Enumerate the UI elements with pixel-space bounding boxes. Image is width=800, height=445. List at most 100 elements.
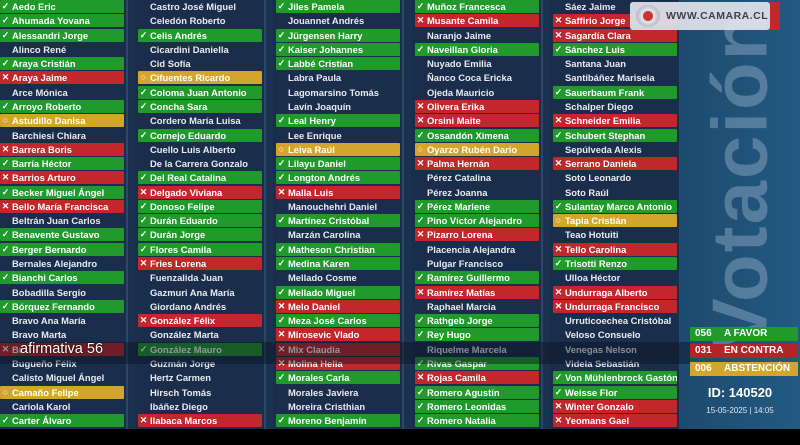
deputy-name: Concha Sara xyxy=(150,100,208,112)
deputy-name: Saffirio Jorge xyxy=(565,15,626,27)
deputy-row: ✓ Celis Andrés xyxy=(138,28,262,42)
deputy-row: Hertz Carmen xyxy=(138,371,262,384)
check-icon: ✓ xyxy=(416,315,425,326)
check-icon: ✓ xyxy=(1,415,10,426)
check-icon: ✓ xyxy=(554,86,563,97)
deputy-name: Pérez Marlene xyxy=(427,200,491,212)
deputy-row: ✓ Becker Miguel Ángel xyxy=(0,185,124,199)
deputy-row: ✓ Barría Héctor xyxy=(0,157,124,171)
deputy-name: Pulgar Francisco xyxy=(427,258,504,270)
x-icon: ✕ xyxy=(277,343,286,354)
deputy-name: Jiles Pamela xyxy=(288,1,345,12)
deputy-name: Longton Andrés xyxy=(288,172,361,184)
deputy-row: ✓ Coloma Juan Antonio xyxy=(138,85,262,99)
deputy-row: ○ Cifuentes Ricardo xyxy=(138,71,262,85)
x-icon: ✕ xyxy=(139,315,148,326)
check-icon: ✓ xyxy=(416,272,425,283)
deputy-row: ○ Leiva Raúl xyxy=(276,142,400,156)
deputy-row: ✓ Benavente Gustavo xyxy=(0,228,124,242)
deputy-name: Calisto Miguel Ángel xyxy=(12,372,105,384)
check-icon: ✓ xyxy=(139,86,148,97)
deputy-name: Durán Eduardo xyxy=(150,215,218,227)
deputy-row: ✕ Fries Lorena xyxy=(138,257,262,271)
deputy-row: Cicardini Daniella xyxy=(138,43,262,56)
deputy-name: Romero Agustín xyxy=(427,386,500,398)
deputy-row: ✓ Jürgensen Harry xyxy=(276,28,400,42)
deputy-row: Cordero María Luisa xyxy=(138,114,262,127)
deputy-row: ✓ Mellado Miguel xyxy=(276,285,400,299)
check-icon: ✓ xyxy=(139,29,148,40)
deputy-name: Flores Camila xyxy=(150,243,212,255)
deputy-row: ✓ Romero Natalia xyxy=(415,414,539,428)
x-icon: ✕ xyxy=(554,115,563,126)
deputy-name: Guzmán Jorge xyxy=(150,358,216,369)
deputy-row: ○ Camaño Felipe xyxy=(0,385,124,399)
deputy-row: Videla Sebastián xyxy=(553,357,677,370)
deputy-name: Jouannet Andrés xyxy=(288,15,365,27)
deputy-name: Carter Álvaro xyxy=(12,415,72,427)
deputy-row: ✕ Schneider Emilia xyxy=(553,114,677,128)
deputy-row: ✓ Matheson Christian xyxy=(276,242,400,256)
deputy-row: ✓ Sauerbaum Frank xyxy=(553,85,677,99)
deputy-name: Ñanco Coca Ericka xyxy=(427,72,512,84)
tally-a-favor: 056 A FAVOR xyxy=(690,327,798,341)
deputy-row: Bravo Marta xyxy=(0,328,124,341)
deputy-row: Santibáñez Marisela xyxy=(553,71,677,84)
tally-abstencion: 006 ABSTENCIÓN xyxy=(690,362,798,376)
deputy-row: ✕ Musante Camila xyxy=(415,14,539,28)
check-icon: ✓ xyxy=(1,100,10,111)
check-icon: ✓ xyxy=(277,215,286,226)
deputy-name: Rivas Gaspar xyxy=(427,358,487,369)
check-icon: ✓ xyxy=(416,129,425,140)
deputy-name: Videla Sebastián xyxy=(565,358,640,369)
deputy-row: ✕ Undurraga Alberto xyxy=(553,285,677,299)
deputy-row: González Marta xyxy=(138,328,262,341)
deputy-name: Romero Leonidas xyxy=(427,400,507,412)
check-icon: ✓ xyxy=(139,229,148,240)
check-icon: ✓ xyxy=(277,372,286,383)
check-icon: ✓ xyxy=(554,129,563,140)
check-icon: ✓ xyxy=(416,215,425,226)
deputy-row: Jouannet Andrés xyxy=(276,14,400,27)
deputy-name: Pérez Joanna xyxy=(427,186,488,198)
deputy-name: Alinco René xyxy=(12,43,67,55)
deputy-name: Cid Sofía xyxy=(150,58,191,70)
check-icon: ✓ xyxy=(1,229,10,240)
deputy-row: Beltrán Juan Carlos xyxy=(0,214,124,227)
deputy-row: Santana Juan xyxy=(553,57,677,70)
check-icon: ✓ xyxy=(277,258,286,269)
check-icon: ✓ xyxy=(277,43,286,54)
deputy-name: Von Mühlenbrock Gastón xyxy=(565,372,677,384)
deputy-row: Bravo Ana María xyxy=(0,314,124,327)
deputy-name: Celedón Roberto xyxy=(150,15,226,27)
deputy-name: Jürgensen Harry xyxy=(288,29,363,41)
deputy-row: ✕ Yeomans Gael xyxy=(553,414,677,428)
deputy-name: Leiva Raúl xyxy=(288,143,335,155)
deputy-name: Romero Natalia xyxy=(427,415,496,427)
check-icon: ✓ xyxy=(554,386,563,397)
x-icon: ✕ xyxy=(554,300,563,311)
deputy-name: González Félix xyxy=(150,315,216,327)
deputy-name: Donoso Felipe xyxy=(150,200,215,212)
deputy-name: Barrera Boris xyxy=(12,143,72,155)
check-icon: ✓ xyxy=(277,172,286,183)
deputy-row: ✕ Tello Carolina xyxy=(553,242,677,256)
x-icon: ✕ xyxy=(1,172,10,183)
deputy-row: ✓ Durán Jorge xyxy=(138,228,262,242)
deputy-name: Bernales Alejandro xyxy=(12,258,98,270)
deputy-row: Sáez Jaime xyxy=(553,0,677,13)
deputy-name: Lavín Joaquín xyxy=(288,100,352,112)
deputy-row: ✕ Rojas Camila xyxy=(415,371,539,385)
deputy-row: ✓ Cornejo Eduardo xyxy=(138,128,262,142)
check-icon: ✓ xyxy=(416,329,425,340)
check-icon: ✓ xyxy=(554,372,563,383)
deputy-name: Ojeda Mauricio xyxy=(427,86,495,98)
deputy-row: ✓ Concha Sara xyxy=(138,99,262,113)
circle-icon: ○ xyxy=(140,72,147,83)
deputy-name: Tello Carolina xyxy=(565,243,627,255)
deputy-name: Coloma Juan Antonio xyxy=(150,86,247,98)
voting-board: ✓ Aedo Eric ✓ Ahumada Yovana ✓ Alessandri Jor… xyxy=(0,0,800,429)
check-icon: ✓ xyxy=(139,343,148,354)
deputy-name: Sagardía Clara xyxy=(565,29,631,41)
deputy-name: Orsini Maite xyxy=(427,115,481,127)
